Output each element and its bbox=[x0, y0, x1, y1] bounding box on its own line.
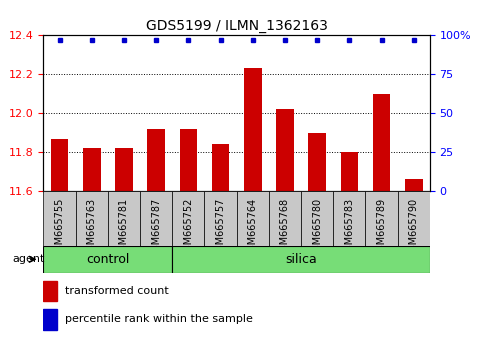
Bar bbox=[180, 129, 197, 191]
Bar bbox=[51, 138, 69, 191]
Text: control: control bbox=[86, 253, 129, 266]
Text: percentile rank within the sample: percentile rank within the sample bbox=[65, 314, 253, 324]
Bar bbox=[237, 191, 269, 246]
Bar bbox=[172, 191, 204, 246]
Bar bbox=[244, 68, 262, 191]
Bar bbox=[373, 94, 390, 191]
Text: GSM665783: GSM665783 bbox=[344, 198, 355, 257]
Bar bbox=[43, 246, 172, 273]
Bar bbox=[76, 191, 108, 246]
Text: GSM665787: GSM665787 bbox=[151, 198, 161, 257]
Bar bbox=[308, 133, 326, 191]
Text: GSM665755: GSM665755 bbox=[55, 198, 65, 257]
Text: GSM665768: GSM665768 bbox=[280, 198, 290, 257]
Text: GSM665764: GSM665764 bbox=[248, 198, 258, 257]
Bar bbox=[405, 179, 423, 191]
Bar bbox=[172, 246, 430, 273]
Bar bbox=[341, 152, 358, 191]
Text: GSM665752: GSM665752 bbox=[184, 198, 193, 257]
Bar bbox=[333, 191, 366, 246]
Bar bbox=[398, 191, 430, 246]
Bar bbox=[147, 129, 165, 191]
Bar bbox=[212, 144, 229, 191]
Text: GSM665790: GSM665790 bbox=[409, 198, 419, 257]
Title: GDS5199 / ILMN_1362163: GDS5199 / ILMN_1362163 bbox=[146, 19, 327, 33]
Text: GSM665781: GSM665781 bbox=[119, 198, 129, 257]
Text: GSM665780: GSM665780 bbox=[312, 198, 322, 257]
Bar bbox=[276, 109, 294, 191]
Bar bbox=[115, 148, 133, 191]
Bar bbox=[43, 280, 57, 301]
Bar bbox=[204, 191, 237, 246]
Bar bbox=[269, 191, 301, 246]
Bar bbox=[43, 191, 76, 246]
Text: GSM665789: GSM665789 bbox=[377, 198, 386, 257]
Bar bbox=[366, 191, 398, 246]
Bar bbox=[301, 191, 333, 246]
Text: transformed count: transformed count bbox=[65, 286, 169, 296]
Bar bbox=[108, 191, 140, 246]
Text: GSM665757: GSM665757 bbox=[215, 198, 226, 257]
Bar bbox=[83, 148, 100, 191]
Text: GSM665763: GSM665763 bbox=[87, 198, 97, 257]
Bar bbox=[140, 191, 172, 246]
Text: agent: agent bbox=[12, 254, 44, 264]
Bar bbox=[43, 309, 57, 330]
Text: silica: silica bbox=[285, 253, 317, 266]
